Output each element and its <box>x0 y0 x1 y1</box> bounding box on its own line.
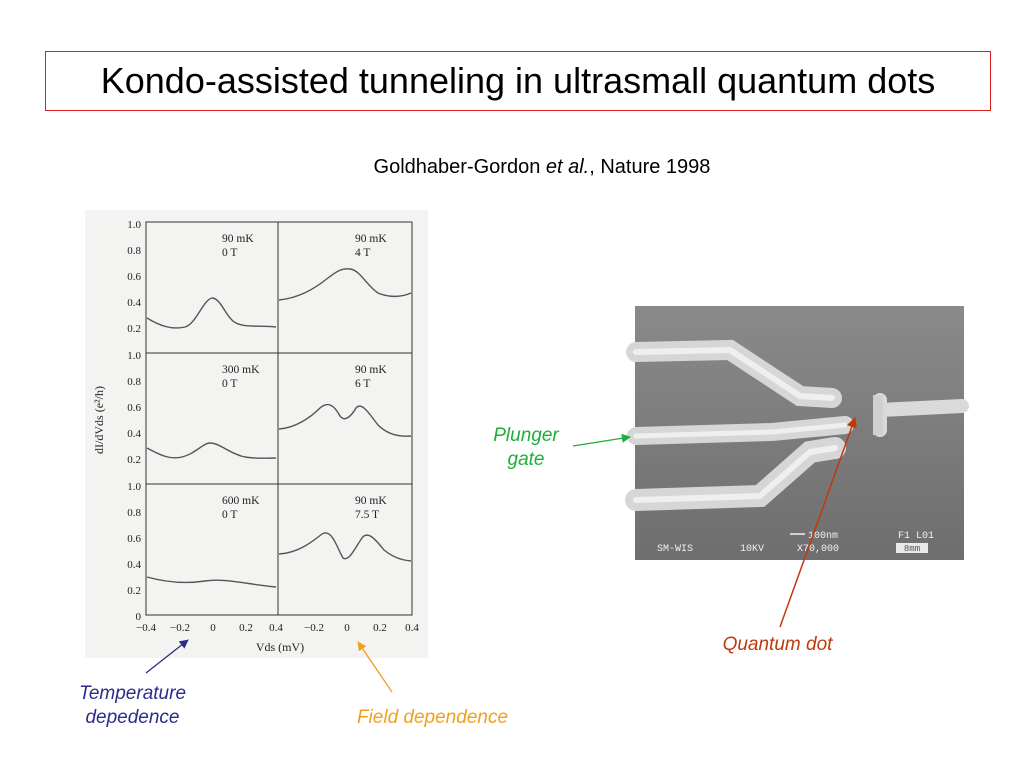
curve-90mK-7.5T <box>278 532 412 562</box>
ytick-top-3: 0.6 <box>127 271 141 283</box>
ytick-mid-3: 0.6 <box>127 402 141 414</box>
field-label: Field dependence <box>330 706 535 730</box>
panel-labels: 90 mK 0 T 90 mK 4 T 300 mK 0 T 90 mK 6 T… <box>222 233 387 521</box>
citation-authors: Goldhaber-Gordon <box>373 156 546 178</box>
figure-xlabel: Vds (mV) <box>256 640 304 654</box>
field-arrow <box>357 641 393 693</box>
plunger-gate-highlight <box>633 422 848 439</box>
panel-6-temp: 90 mK <box>355 495 387 507</box>
panel-3-field: 0 T <box>222 378 237 390</box>
temperature-label-line2: depedence <box>85 707 180 728</box>
xtick-r-3: 0.2 <box>373 622 387 634</box>
ytick-mid-5: 0.2 <box>127 454 141 466</box>
quantum-dot-arrow <box>779 417 857 628</box>
curve-90mK-6T <box>278 403 412 437</box>
xtick-r-2: 0 <box>344 622 350 634</box>
temperature-label: Temperature depedence <box>50 682 215 730</box>
upper-gate-highlight <box>633 346 835 401</box>
panel-6-field: 7.5 T <box>355 509 379 521</box>
quantum-dot-label-text: Quantum dot <box>722 634 833 655</box>
sem-info-text: 100nm F1 L01 SM-WIS 10KV X70,000 <box>657 531 934 555</box>
ytick-bot-2: 0.8 <box>127 507 141 519</box>
lower-gate-highlight <box>633 445 838 503</box>
quantum-dot-label: Quantum dot <box>690 633 865 657</box>
plunger-gate-label: Plunger gate <box>476 424 576 472</box>
ytick-mid-4: 0.4 <box>127 428 141 440</box>
plunger-gate-label-line2: gate <box>507 449 545 470</box>
sem-wd-box <box>896 543 928 553</box>
ytick-bot-4: 0.4 <box>127 559 141 571</box>
panel-5-temp: 600 mK <box>222 495 260 507</box>
sem-scale-text: 100nm <box>808 531 838 542</box>
ytick-zero: 0 <box>136 611 142 623</box>
sem-voltage: 10KV <box>740 544 764 555</box>
sem-magnification: X70,000 <box>797 544 839 555</box>
panel-curves <box>146 268 412 588</box>
ytick-top-1: 1.0 <box>127 219 141 231</box>
citation-etal: et al. <box>545 156 590 178</box>
curve-300mK-0T <box>146 442 277 459</box>
panel-1-temp: 90 mK <box>222 233 254 245</box>
plunger-gate-arrow <box>572 433 631 447</box>
slide-title: Kondo-assisted tunneling in ultrasmall q… <box>100 60 936 101</box>
citation-journal: , Nature 1998 <box>589 156 711 178</box>
sem-gates <box>625 339 969 511</box>
plunger-gate-label-line1: Plunger <box>493 425 559 446</box>
citation: Goldhaber-Gordon et al., Nature 1998 <box>0 156 1024 179</box>
ytick-top-5: 0.2 <box>127 323 141 335</box>
sem-image: 100nm F1 L01 SM-WIS 10KV X70,000 8mm <box>625 306 969 560</box>
panel-3-temp: 300 mK <box>222 364 260 376</box>
xtick-r-4: 0.4 <box>405 622 419 634</box>
ytick-mid-2: 0.8 <box>127 376 141 388</box>
kondo-figure: 1.0 0.8 0.6 0.4 0.2 1.0 0.8 0.6 0.4 0.2 … <box>85 210 428 658</box>
curve-90mK-0T <box>146 297 277 329</box>
sem-frame-id: F1 L01 <box>898 531 934 542</box>
ytick-bot-1: 1.0 <box>127 481 141 493</box>
panel-5-field: 0 T <box>222 509 237 521</box>
ytick-bot-5: 0.2 <box>127 585 141 597</box>
panel-2-temp: 90 mK <box>355 233 387 245</box>
curve-600mK-0T <box>146 576 277 588</box>
xtick-l-3: 0 <box>210 622 216 634</box>
title-box: Kondo-assisted tunneling in ultrasmall q… <box>45 51 991 111</box>
ytick-top-2: 0.8 <box>127 245 141 257</box>
xtick-r-1: −0.2 <box>304 622 324 634</box>
panel-frames <box>145 221 413 616</box>
xtick-l-4: 0.2 <box>239 622 253 634</box>
figure-scan-background <box>85 210 428 658</box>
panel-4-temp: 90 mK <box>355 364 387 376</box>
sem-working-distance: 8mm <box>904 544 920 554</box>
figure-ylabel: dI/dVds (e²/h) <box>92 386 106 454</box>
ytick-top-4: 0.4 <box>127 297 141 309</box>
temperature-arrow <box>145 639 189 674</box>
panel-4-field: 6 T <box>355 378 370 390</box>
right-gate-stub <box>873 395 883 435</box>
curve-90mK-4T <box>278 268 412 301</box>
panel-1-field: 0 T <box>222 247 237 259</box>
temperature-label-line1: Temperature <box>78 683 187 704</box>
field-label-text: Field dependence <box>356 707 509 728</box>
ytick-mid-1: 1.0 <box>127 350 141 362</box>
sem-instrument: SM-WIS <box>657 544 693 555</box>
panel-2-field: 4 T <box>355 247 370 259</box>
x-tick-labels: −0.4 −0.2 0 0.2 0.4 −0.2 0 0.2 0.4 <box>136 622 419 634</box>
xtick-shared: 0.4 <box>269 622 283 634</box>
xtick-l-1: −0.4 <box>136 622 156 634</box>
ytick-bot-3: 0.6 <box>127 533 141 545</box>
panel-frame-6 <box>277 483 413 616</box>
y-tick-labels: 1.0 0.8 0.6 0.4 0.2 1.0 0.8 0.6 0.4 0.2 … <box>127 219 141 623</box>
xtick-l-2: −0.2 <box>170 622 190 634</box>
